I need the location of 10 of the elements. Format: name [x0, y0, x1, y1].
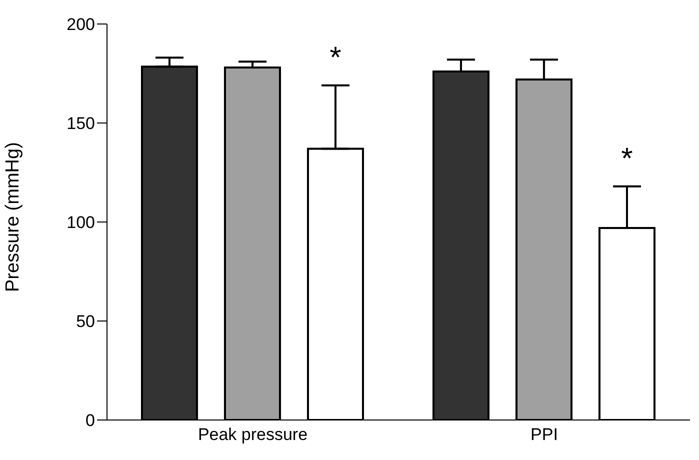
annotation: *: [330, 41, 342, 74]
y-tick-label: 0: [86, 411, 95, 430]
x-tick-label: Peak pressure: [198, 425, 308, 444]
y-tick-label: 100: [66, 213, 95, 232]
y-tick-label: 200: [66, 15, 95, 34]
annotation: *: [621, 142, 634, 176]
y-tick-label: 50: [76, 312, 95, 332]
y-tick-label: 150: [66, 114, 95, 134]
y-axis-title: Pressure (mmHg): [2, 142, 24, 292]
x-tick-label: PPI: [530, 425, 558, 444]
